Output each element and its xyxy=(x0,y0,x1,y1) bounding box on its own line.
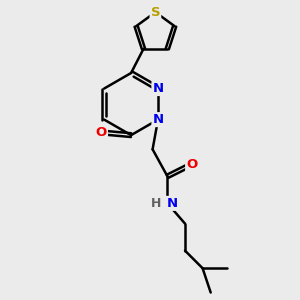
Text: N: N xyxy=(152,113,164,126)
Text: N: N xyxy=(152,82,164,95)
Text: H: H xyxy=(151,197,161,210)
Text: O: O xyxy=(96,126,107,139)
Text: N: N xyxy=(167,197,178,210)
Text: O: O xyxy=(186,158,197,171)
Text: S: S xyxy=(151,6,160,19)
